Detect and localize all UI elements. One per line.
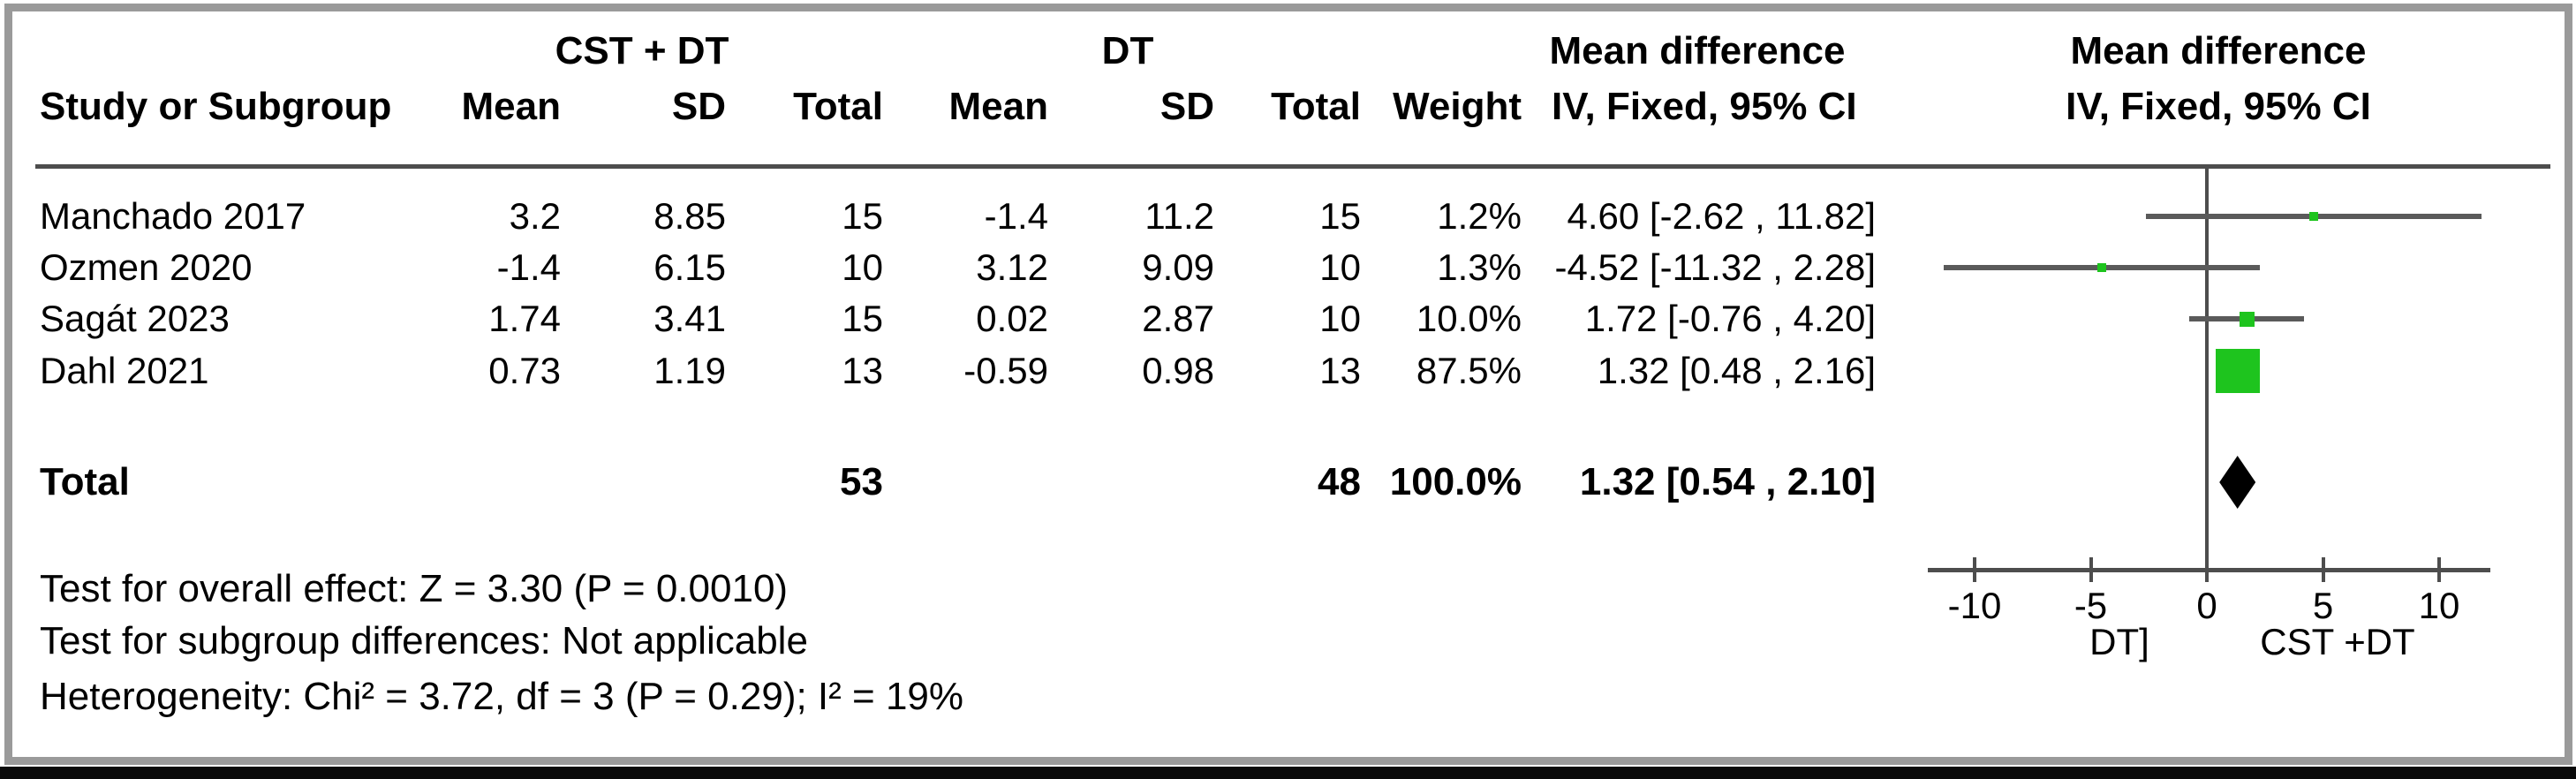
ci-text: 1.72 [-0.76 , 4.20]: [1584, 298, 1876, 339]
total-row-total2: 48: [1318, 460, 1361, 503]
col-header-sd1: SD: [671, 85, 726, 128]
axis-tick-label: -10: [1947, 585, 2002, 626]
mean1-value: 3.2: [509, 195, 561, 237]
mean2-value: 0.02: [976, 298, 1048, 339]
summary-diamond: [2219, 456, 2256, 509]
col-header-total1: Total: [793, 85, 883, 128]
subgroup-differences-test-text: Test for subgroup differences: Not appli…: [40, 619, 808, 662]
zero-line: [2205, 166, 2209, 570]
sd2-value: 0.98: [1142, 350, 1214, 391]
col-header-sd2: SD: [1160, 85, 1214, 128]
point-marker: [2097, 263, 2107, 272]
study-name: Dahl 2021: [40, 350, 209, 391]
axis-tick-label: 0: [2196, 585, 2217, 626]
sd1-value: 6.15: [653, 246, 726, 288]
ci-text: 4.60 [-2.62 , 11.82]: [1567, 195, 1876, 237]
total-row-label: Total: [40, 460, 130, 503]
axis-tick: [2437, 557, 2441, 582]
total1-value: 15: [842, 298, 883, 339]
total1-value: 10: [842, 246, 883, 288]
ci-column-header-line2: IV, Fixed, 95% CI: [1552, 85, 1857, 128]
axis-tick: [1973, 557, 1976, 582]
axis-tick-label: 5: [2312, 585, 2334, 626]
col-header-mean2: Mean: [948, 85, 1048, 128]
mean1-value: 0.73: [488, 350, 561, 391]
col-header-weight: Weight: [1393, 85, 1522, 128]
plot-header-line1: Mean difference: [2070, 29, 2367, 72]
col-header-study: Study or Subgroup: [40, 85, 392, 128]
point-marker: [2215, 349, 2260, 393]
study-name: Sagát 2023: [40, 298, 230, 339]
plot-header-line2: IV, Fixed, 95% CI: [2066, 85, 2371, 128]
axis-tick: [2089, 557, 2093, 582]
mean1-value: 1.74: [488, 298, 561, 339]
study-name: Manchado 2017: [40, 195, 306, 237]
total1-value: 13: [842, 350, 883, 391]
figure-frame: [4, 4, 2572, 765]
bottom-black-bar: [0, 767, 2576, 779]
mean2-value: -1.4: [984, 195, 1048, 237]
axis-tick-label: -5: [2074, 585, 2108, 626]
axis-tick: [2321, 557, 2325, 582]
axis-tick-label: 10: [2418, 585, 2460, 626]
ci-text: -4.52 [-11.32 , 2.28]: [1554, 246, 1876, 288]
weight-value: 1.3%: [1437, 246, 1522, 288]
total2-value: 10: [1319, 246, 1361, 288]
point-marker: [2308, 212, 2318, 221]
sd1-value: 8.85: [653, 195, 726, 237]
total2-value: 10: [1319, 298, 1361, 339]
overall-effect-test-text: Test for overall effect: Z = 3.30 (P = 0…: [40, 567, 789, 610]
x-axis-line: [1928, 568, 2490, 572]
mean2-value: 3.12: [976, 246, 1048, 288]
favours-left-label: DT]: [2089, 621, 2149, 662]
mean2-value: -0.59: [963, 350, 1048, 391]
col-header-total2: Total: [1271, 85, 1361, 128]
group1-header: CST + DT: [555, 29, 729, 72]
total-row-ci: 1.32 [0.54 , 2.10]: [1579, 460, 1876, 503]
total2-value: 13: [1319, 350, 1361, 391]
mean1-value: -1.4: [496, 246, 561, 288]
group2-header: DT: [1101, 29, 1154, 72]
study-name: Ozmen 2020: [40, 246, 253, 288]
sd2-value: 9.09: [1142, 246, 1214, 288]
favours-right-label: CST +DT: [2260, 621, 2415, 662]
total-row-total1: 53: [840, 460, 883, 503]
sd1-value: 1.19: [653, 350, 726, 391]
sd2-value: 2.87: [1142, 298, 1214, 339]
weight-value: 1.2%: [1437, 195, 1522, 237]
heterogeneity-text: Heterogeneity: Chi² = 3.72, df = 3 (P = …: [40, 675, 964, 718]
ci-text: 1.32 [0.48 , 2.16]: [1597, 350, 1876, 391]
total1-value: 15: [842, 195, 883, 237]
col-header-mean1: Mean: [461, 85, 561, 128]
ci-column-header-line1: Mean difference: [1549, 29, 1846, 72]
sd2-value: 11.2: [1144, 195, 1214, 237]
axis-tick: [2205, 557, 2209, 582]
sd1-value: 3.41: [653, 298, 726, 339]
weight-value: 87.5%: [1416, 350, 1522, 391]
total-row-weight: 100.0%: [1389, 460, 1522, 503]
total2-value: 15: [1319, 195, 1361, 237]
header-separator-line: [35, 164, 2550, 169]
weight-value: 10.0%: [1416, 298, 1522, 339]
point-marker: [2239, 311, 2255, 327]
